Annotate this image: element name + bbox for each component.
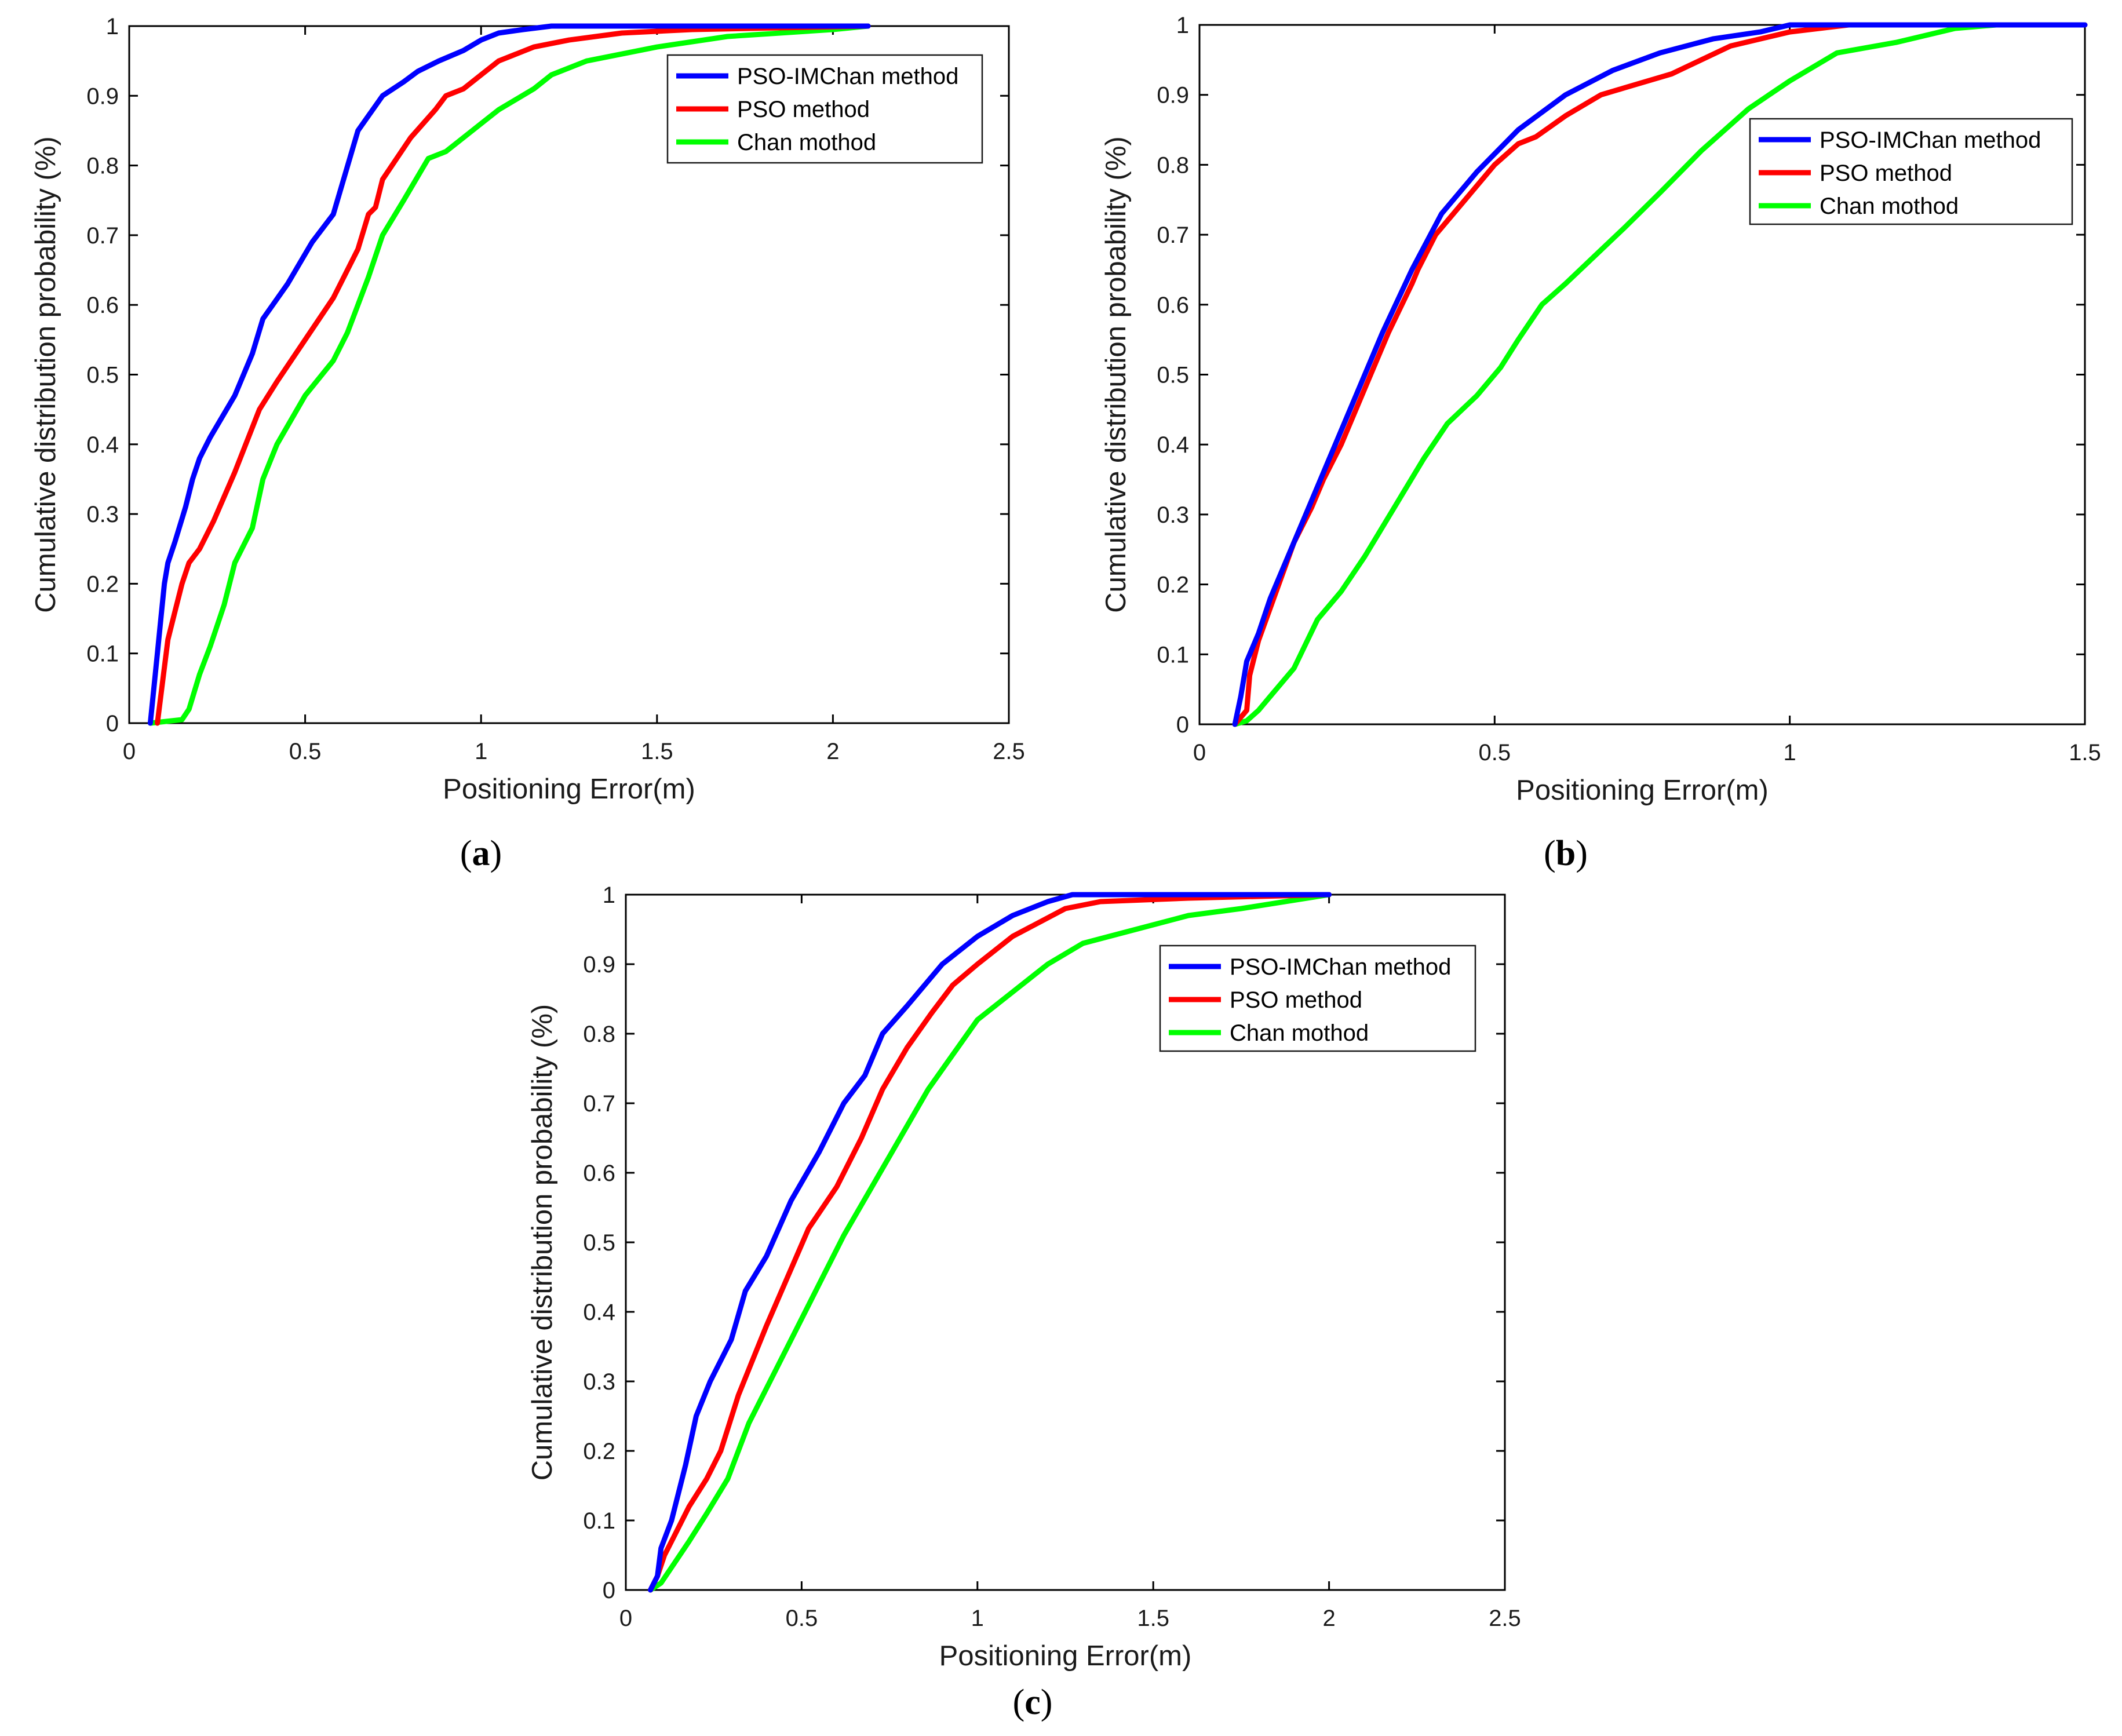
y-tick-label: 0: [1176, 712, 1189, 738]
y-axis-label: Cumulative distribution probability (%): [1100, 136, 1132, 612]
y-tick-label: 0.5: [86, 363, 119, 388]
y-tick-label: 0.3: [583, 1369, 615, 1395]
y-tick-label: 0.3: [86, 502, 119, 527]
x-axis-label: Positioning Error(m): [939, 1640, 1192, 1672]
y-tick-label: 0.8: [86, 154, 119, 179]
y-tick-label: 0.9: [583, 952, 615, 978]
y-tick-label: 1: [106, 14, 119, 39]
series-line-pso-method: [648, 892, 1332, 1593]
legend-entry-label: PSO-IMChan method: [737, 64, 958, 89]
series-line-pso-method: [155, 23, 871, 726]
legend-entry-label: PSO method: [737, 97, 870, 122]
x-tick-label: 0: [123, 739, 136, 764]
x-tick-label: 2.5: [993, 739, 1025, 764]
x-tick-label: 1: [1784, 740, 1796, 765]
y-tick-label: 0.2: [1157, 572, 1189, 598]
chart-panel-c: 0 0.5 1 1.5 2 2.5 0 0.1 0.2 0.3 0.4 0.5 0.6 0.7 0.8 0.9…: [527, 882, 1521, 1722]
series-line-pso-imchan-method: [1232, 22, 2088, 727]
x-tick-label: 0: [1193, 740, 1206, 765]
chart-panel-b: 0 0.5 1 1.5 0 0.1 0.2 0.3 0.4 0.5 0.6 0.7 0.8 0.9 1 Pos…: [1100, 13, 2101, 873]
y-tick-label: 0.8: [583, 1022, 615, 1047]
y-tick-label: 0.7: [583, 1091, 615, 1117]
y-tick-label: 0.1: [86, 641, 119, 667]
y-tick-label: 0.6: [86, 293, 119, 318]
legend: PSO-IMChan method PSO method Chan mothod: [1749, 118, 2073, 225]
x-tick-label: 0: [619, 1606, 632, 1631]
x-tick-label: 2: [826, 739, 839, 764]
x-tick-label: 1: [475, 739, 487, 764]
y-tick-label: 0: [603, 1578, 615, 1603]
series-line-chan-mothod: [1232, 22, 2088, 727]
panel-caption: (c): [1013, 1683, 1053, 1722]
x-tick-label: 0.5: [289, 739, 322, 764]
legend-entry-label: Chan mothod: [1820, 194, 1959, 219]
y-axis-label: Cumulative distribution probability (%): [527, 1004, 558, 1480]
panel-caption: (a): [460, 834, 502, 873]
y-tick-label: 1: [1176, 13, 1189, 38]
y-tick-label: 1: [603, 882, 615, 908]
x-tick-label: 0.5: [1479, 740, 1511, 765]
x-tick-label: 1.5: [1137, 1606, 1169, 1631]
x-tick-label: 1.5: [2069, 740, 2101, 765]
series-line-chan-mothod: [147, 23, 871, 726]
series-line-pso-imchan-method: [147, 23, 871, 726]
y-tick-label: 0.4: [86, 432, 119, 458]
legend: PSO-IMChan method PSO method Chan mothod: [666, 54, 983, 164]
y-tick-label: 0.5: [583, 1230, 615, 1256]
chart-panel-a: 0 0.5 1 1.5 2 2.5 0 0.1 0.2 0.3 0.4 0.5 0.6 0.7 0.8 0.9…: [30, 14, 1025, 873]
x-tick-label: 2.5: [1489, 1606, 1521, 1631]
y-tick-label: 0.3: [1157, 502, 1189, 528]
legend-entry-label: Chan mothod: [737, 130, 876, 155]
legend-entry-label: Chan mothod: [1230, 1020, 1369, 1046]
legend-entry-label: PSO method: [1820, 161, 1952, 186]
y-tick-label: 0.1: [1157, 642, 1189, 668]
x-tick-label: 1: [971, 1606, 984, 1631]
y-tick-label: 0.9: [86, 83, 119, 109]
x-tick-label: 2: [1322, 1606, 1335, 1631]
series-line-pso-imchan-method: [648, 892, 1332, 1593]
y-tick-label: 0.1: [583, 1508, 615, 1534]
y-tick-label: 0.9: [1157, 83, 1189, 108]
y-tick-label: 0.6: [583, 1161, 615, 1186]
y-axis-label: Cumulative distribution probability (%): [30, 136, 61, 612]
y-tick-label: 0.5: [1157, 363, 1189, 388]
x-tick-label: 1.5: [641, 739, 673, 764]
y-tick-label: 0: [106, 711, 119, 736]
y-tick-label: 0.6: [1157, 293, 1189, 318]
y-tick-label: 0.2: [583, 1439, 615, 1464]
y-tick-label: 0.8: [1157, 152, 1189, 178]
y-tick-label: 0.7: [86, 223, 119, 249]
series-line-chan-mothod: [648, 892, 1332, 1593]
x-axis-label: Positioning Error(m): [1516, 775, 1769, 806]
legend-entry-label: PSO-IMChan method: [1820, 127, 2041, 153]
y-tick-label: 0.4: [1157, 432, 1189, 458]
legend-entry-label: PSO-IMChan method: [1230, 954, 1451, 980]
x-axis-label: Positioning Error(m): [443, 774, 695, 805]
y-tick-label: 0.4: [583, 1300, 615, 1325]
y-tick-label: 0.2: [86, 571, 119, 597]
y-tick-label: 0.7: [1157, 223, 1189, 248]
panel-caption: (b): [1544, 834, 1588, 873]
legend: PSO-IMChan method PSO method Chan mothod: [1159, 944, 1476, 1052]
legend-entry-label: PSO method: [1230, 987, 1362, 1013]
x-tick-label: 0.5: [786, 1606, 818, 1631]
